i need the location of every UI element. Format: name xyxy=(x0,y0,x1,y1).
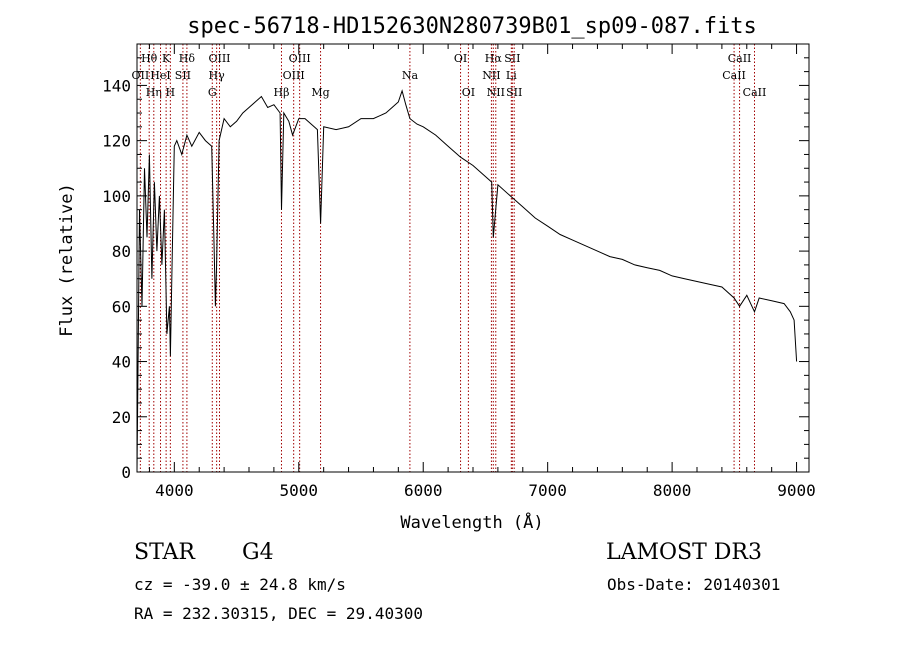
y-tick-label: 60 xyxy=(112,297,131,316)
x-tick-label: 6000 xyxy=(404,481,443,500)
line-marker-label: NII xyxy=(487,86,505,99)
line-marker-label: HeI xyxy=(150,69,170,82)
x-tick-label: 7000 xyxy=(528,481,567,500)
line-marker-label: Li xyxy=(506,69,517,82)
spectrum-layer xyxy=(136,89,798,473)
x-tick-label: 5000 xyxy=(280,481,319,500)
line-marker-label: NII xyxy=(482,69,500,82)
x-tick-label: 4000 xyxy=(155,481,194,500)
line-marker-label: OIII xyxy=(208,52,230,65)
obs-date: Obs-Date: 20140301 xyxy=(607,575,781,594)
velocity-readout: cz = -39.0 ± 24.8 km/s xyxy=(134,575,346,594)
line-marker-label: H xyxy=(166,86,176,99)
line-marker-label: CaII xyxy=(728,52,752,65)
line-marker-label: K xyxy=(162,52,171,65)
y-tick-label: 140 xyxy=(102,76,131,95)
line-marker-label: SII xyxy=(506,86,522,99)
line-marker-label: G xyxy=(208,86,217,99)
line-marker-label: CaII xyxy=(743,86,767,99)
y-tick-label: 80 xyxy=(112,242,131,261)
line-marker-label: SII xyxy=(175,69,191,82)
series-line-0 xyxy=(136,89,798,473)
survey-name: LAMOST DR3 xyxy=(606,540,762,565)
y-axis-label: Flux (relative) xyxy=(57,183,77,337)
object-class: STAR xyxy=(134,540,195,565)
line-marker-label: Mg xyxy=(311,86,329,99)
line-marker-label: CaII xyxy=(722,69,746,82)
plot-frame xyxy=(136,43,810,473)
object-subclass: G4 xyxy=(242,540,274,565)
y-tick-label: 100 xyxy=(102,187,131,206)
line-marker-label: Hα xyxy=(485,52,503,65)
y-axis-ticks: 0 20 40 60 80 100 120 140 xyxy=(102,57,809,482)
line-marker-label: Na xyxy=(402,69,419,82)
line-marker-label: OIII xyxy=(289,52,311,65)
line-marker-label: Hβ xyxy=(274,86,290,99)
line-marker-label: OI xyxy=(462,86,475,99)
x-tick-label: 9000 xyxy=(777,481,816,500)
line-marker-label: SII xyxy=(504,52,520,65)
y-tick-label: 20 xyxy=(112,408,131,427)
line-marker-layer: Hθ OII Hη K HeI H SII Hδ OIII Hγ G Hβ OIII OIII Mg Na OI… xyxy=(132,44,767,472)
line-marker-label: Hγ xyxy=(209,69,226,82)
line-marker-label: Hδ xyxy=(179,52,196,65)
line-marker-label: Hθ xyxy=(141,52,158,65)
line-marker-label: OI xyxy=(454,52,467,65)
coordinates-readout: RA = 232.30315, DEC = 29.40300 xyxy=(134,604,423,623)
x-axis-ticks: 4000 5000 6000 7000 8000 9000 xyxy=(148,44,816,500)
y-tick-label: 40 xyxy=(112,353,131,372)
line-marker-label: Hη xyxy=(146,86,162,99)
line-marker-label: OII xyxy=(132,69,150,82)
line-marker-label: OIII xyxy=(283,69,305,82)
x-axis-label: Wavelength (Å) xyxy=(400,511,543,533)
chart-title: spec-56718-HD152630N280739B01_sp09-087.f… xyxy=(187,14,757,39)
x-tick-label: 8000 xyxy=(653,481,692,500)
y-tick-label: 0 xyxy=(121,463,131,482)
y-tick-label: 120 xyxy=(102,132,131,151)
